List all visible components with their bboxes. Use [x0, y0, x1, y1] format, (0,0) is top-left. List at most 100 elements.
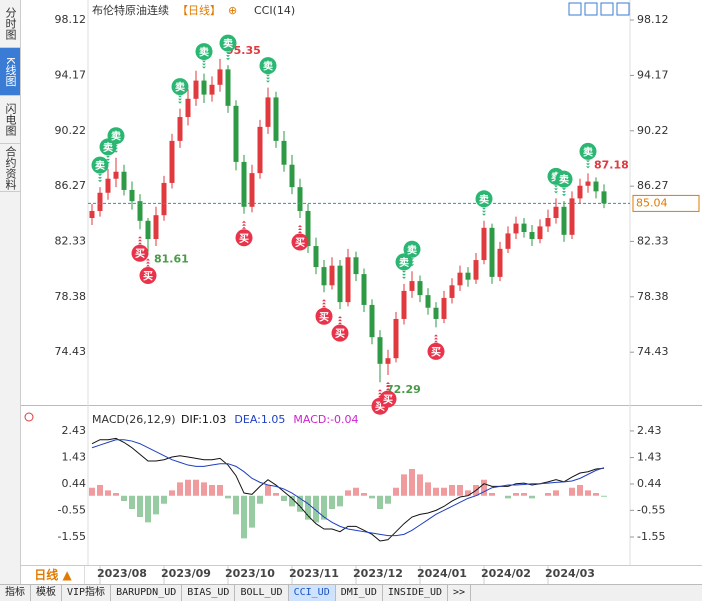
signal-arrow: [562, 188, 566, 191]
candle-body: [577, 185, 583, 199]
y2-tick-label-right: 1.43: [637, 451, 662, 464]
signal-arrow: [138, 236, 142, 239]
icon[interactable]: [600, 2, 614, 16]
sidebar-tab[interactable]: 分时图: [0, 0, 20, 48]
signal-arrow: [322, 299, 326, 302]
signal-arrow: [434, 340, 438, 343]
icon[interactable]: [568, 2, 582, 16]
macd-legend-value: 1.03: [202, 413, 227, 426]
signal-arrow: [226, 58, 230, 61]
icon[interactable]: [584, 2, 598, 16]
signal-arrow: [106, 158, 110, 161]
extreme-label: 81.61: [154, 253, 189, 266]
candle-body: [497, 248, 503, 277]
signal-arrow: [482, 213, 486, 216]
macd-legend-label: DEA:: [234, 413, 260, 426]
signal-arrow: [386, 382, 390, 385]
signal-marker: [475, 190, 493, 208]
signal-marker: [427, 342, 445, 360]
signal-arrow: [178, 95, 182, 98]
signal-arrow: [266, 74, 270, 77]
indicator-tab[interactable]: >>: [448, 585, 472, 601]
sidebar-tab[interactable]: 闪电图: [0, 96, 20, 144]
signal-arrow: [402, 276, 406, 279]
signal-arrow: [386, 388, 390, 391]
y2-tick-label-right: 0.44: [637, 477, 662, 490]
indicator-tab[interactable]: BIAS_UD: [182, 585, 236, 601]
signal-arrow: [266, 77, 270, 80]
candle-body: [249, 173, 255, 207]
add-icon[interactable]: ⊕: [228, 4, 237, 17]
indicator-tab[interactable]: CCI_UD: [288, 585, 336, 601]
signal-marker: [403, 240, 421, 258]
candle-body: [257, 126, 263, 174]
signal-label: 卖: [175, 81, 185, 94]
indicator-tab[interactable]: BARUPDN_UD: [111, 585, 183, 601]
y-tick-label-right: 94.17: [637, 68, 669, 81]
candle-body: [529, 232, 535, 240]
candle-body: [441, 297, 447, 319]
sidebar-tab[interactable]: K线图: [0, 48, 20, 96]
indicator-tab[interactable]: 指标: [0, 585, 31, 601]
candle-body: [273, 97, 279, 141]
signal-arrow: [202, 63, 206, 66]
signal-marker: [107, 127, 125, 145]
candle-body: [401, 290, 407, 319]
signal-marker: [91, 156, 109, 174]
candle-body: [321, 267, 327, 286]
candle-body: [361, 274, 367, 305]
candle-body: [225, 69, 231, 106]
candle-body: [217, 69, 223, 85]
candle-body: [369, 304, 375, 338]
indicator-tab[interactable]: BOLL_UD: [235, 585, 289, 601]
indicator-tab[interactable]: DMI_UD: [336, 585, 383, 601]
signal-arrow: [482, 207, 486, 210]
indicator-label: CCI(14): [254, 4, 295, 17]
signal-arrow: [338, 319, 342, 322]
price-box: [632, 194, 700, 212]
signal-label: 卖: [407, 243, 417, 256]
signal-marker: [171, 78, 189, 96]
icon[interactable]: [616, 2, 630, 16]
signal-arrow: [562, 191, 566, 194]
candle-body: [153, 215, 159, 240]
signal-marker: [331, 324, 349, 342]
x-tick-label: 2024/03: [545, 567, 595, 580]
signal-marker: [291, 233, 309, 251]
signal-arrow: [434, 337, 438, 340]
candle-body: [393, 318, 399, 359]
signal-label: 买: [335, 328, 345, 340]
signal-arrow: [98, 177, 102, 180]
indicator-tab[interactable]: INSIDE_UD: [383, 585, 449, 601]
period-button[interactable]: 日线 ▲: [22, 566, 85, 584]
settings-icon[interactable]: [24, 412, 34, 422]
signal-label: 买: [143, 271, 153, 283]
signal-arrow: [226, 55, 230, 58]
y-tick-label-right: 74.43: [637, 345, 669, 358]
panel-divider: [20, 405, 702, 406]
signal-arrow: [586, 163, 590, 166]
y-tick-label: 86.27: [55, 179, 87, 192]
indicator-tab[interactable]: 模板: [31, 585, 62, 601]
toolbar-icons[interactable]: [568, 2, 630, 16]
candle-body: [209, 84, 215, 95]
macd-legend-label: DIF:: [181, 413, 202, 426]
candle-body: [353, 257, 359, 275]
y2-tick-label: 1.43: [62, 451, 87, 464]
macd-title: MACD(26,12,9): [92, 413, 176, 426]
y2-tick-label: -0.55: [58, 503, 86, 516]
candle-body: [513, 223, 519, 234]
period-label: 【日线】: [177, 3, 221, 17]
sidebar-tab[interactable]: 合约资料: [0, 144, 20, 192]
candle-body: [129, 189, 135, 202]
extreme-label: 87.18: [594, 158, 629, 171]
y-tick-label-right: 82.33: [637, 234, 669, 247]
indicator-tab[interactable]: VIP指标: [62, 585, 112, 601]
signal-arrow: [482, 210, 486, 213]
macd-legend-value: -0.04: [330, 413, 358, 426]
candle-body: [425, 295, 431, 308]
x-tick-label: 2023/08: [97, 567, 147, 580]
x-tick-label: 2023/12: [353, 567, 403, 580]
